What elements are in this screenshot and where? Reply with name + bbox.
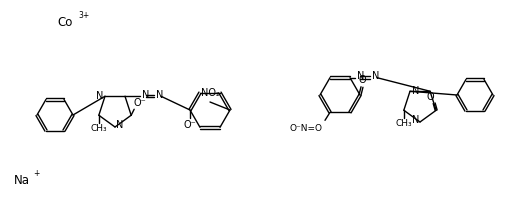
Text: N: N — [142, 90, 150, 100]
Text: N: N — [116, 120, 123, 130]
Text: N: N — [372, 71, 379, 81]
Text: N: N — [412, 115, 419, 125]
Text: 3+: 3+ — [78, 11, 89, 20]
Text: O⁻N=O: O⁻N=O — [289, 124, 322, 133]
Text: Na: Na — [14, 173, 30, 186]
Text: O⁻: O⁻ — [184, 120, 197, 130]
Text: N: N — [96, 91, 103, 101]
Text: N: N — [412, 86, 419, 96]
Text: CH₃: CH₃ — [91, 124, 107, 133]
Text: N: N — [357, 71, 365, 81]
Text: Co: Co — [57, 15, 73, 28]
Text: O: O — [358, 75, 366, 85]
Text: CH₃: CH₃ — [395, 119, 412, 128]
Text: N: N — [156, 90, 163, 100]
Text: O⁻: O⁻ — [133, 98, 146, 108]
Text: +: + — [33, 169, 39, 178]
Text: NO₂: NO₂ — [201, 88, 220, 98]
Text: O: O — [426, 92, 434, 102]
